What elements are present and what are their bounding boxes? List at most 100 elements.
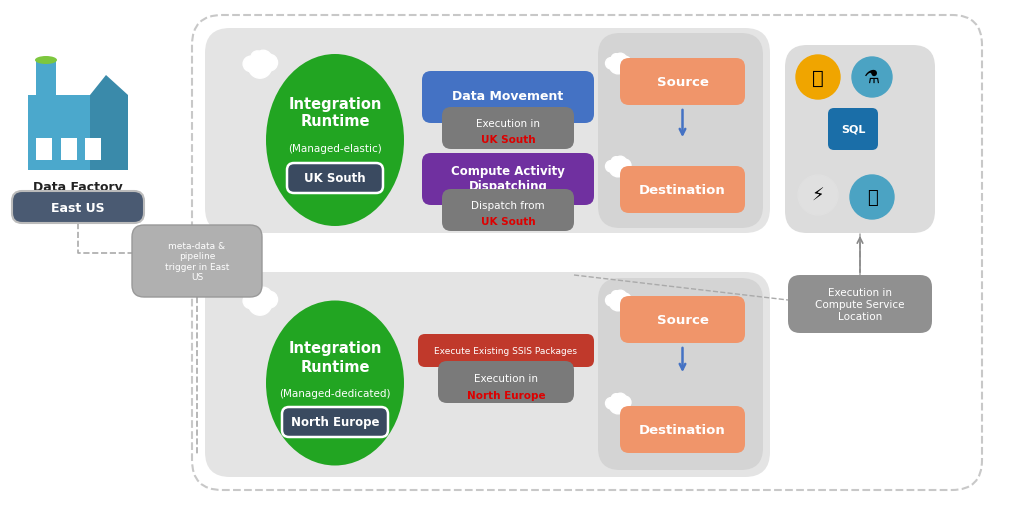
FancyBboxPatch shape — [828, 109, 878, 150]
Text: Destination: Destination — [639, 184, 726, 196]
Circle shape — [614, 54, 627, 67]
FancyBboxPatch shape — [247, 300, 273, 305]
Text: UK South: UK South — [304, 172, 366, 185]
FancyBboxPatch shape — [438, 361, 574, 403]
Circle shape — [852, 58, 892, 98]
FancyBboxPatch shape — [608, 402, 628, 407]
Text: North Europe: North Europe — [467, 390, 546, 400]
Circle shape — [614, 290, 627, 303]
FancyBboxPatch shape — [598, 278, 763, 470]
Circle shape — [243, 293, 259, 309]
Ellipse shape — [266, 301, 404, 466]
FancyBboxPatch shape — [418, 334, 594, 367]
Circle shape — [248, 292, 271, 316]
Circle shape — [255, 51, 271, 68]
Text: Source: Source — [656, 76, 709, 89]
Text: Data Movement: Data Movement — [453, 90, 563, 103]
FancyBboxPatch shape — [205, 29, 770, 233]
FancyBboxPatch shape — [12, 191, 144, 224]
FancyBboxPatch shape — [620, 59, 745, 106]
Circle shape — [243, 57, 259, 73]
FancyBboxPatch shape — [282, 407, 388, 437]
Text: Execute Existing SSIS Packages: Execute Existing SSIS Packages — [434, 346, 578, 356]
FancyBboxPatch shape — [36, 61, 56, 99]
FancyBboxPatch shape — [608, 300, 628, 304]
Circle shape — [611, 158, 621, 167]
Circle shape — [251, 288, 264, 301]
FancyBboxPatch shape — [442, 108, 574, 149]
FancyBboxPatch shape — [785, 46, 935, 233]
Text: (Managed-dedicated): (Managed-dedicated) — [280, 388, 391, 398]
Circle shape — [605, 398, 617, 409]
Circle shape — [609, 397, 627, 414]
Circle shape — [850, 176, 894, 220]
Circle shape — [618, 160, 631, 172]
Circle shape — [255, 288, 271, 305]
Circle shape — [614, 393, 627, 406]
Circle shape — [609, 58, 627, 75]
Text: ⚗: ⚗ — [864, 69, 880, 87]
Circle shape — [618, 57, 631, 69]
FancyBboxPatch shape — [28, 96, 128, 171]
FancyBboxPatch shape — [788, 275, 932, 333]
Text: 🐘: 🐘 — [812, 68, 824, 87]
FancyBboxPatch shape — [608, 63, 628, 67]
Text: Source: Source — [656, 314, 709, 326]
Circle shape — [248, 56, 271, 79]
Circle shape — [614, 157, 627, 169]
Text: Data Factory: Data Factory — [33, 181, 123, 193]
Circle shape — [605, 59, 617, 70]
Text: UK South: UK South — [480, 135, 536, 145]
FancyBboxPatch shape — [422, 72, 594, 124]
Circle shape — [796, 56, 840, 100]
Text: (Managed-elastic): (Managed-elastic) — [288, 144, 382, 154]
FancyBboxPatch shape — [90, 96, 128, 171]
Text: Dispatch from: Dispatch from — [471, 200, 545, 211]
Circle shape — [609, 160, 627, 177]
Text: Integration
Runtime: Integration Runtime — [289, 96, 382, 129]
FancyBboxPatch shape — [620, 167, 745, 214]
FancyBboxPatch shape — [85, 139, 101, 161]
Circle shape — [261, 55, 278, 72]
Text: UK South: UK South — [480, 217, 536, 227]
Text: Execution in: Execution in — [474, 373, 538, 383]
Text: Integration
Runtime: Integration Runtime — [289, 341, 382, 374]
FancyBboxPatch shape — [193, 16, 982, 490]
Circle shape — [618, 396, 631, 409]
Text: Destination: Destination — [639, 423, 726, 436]
Text: Execution in
Compute Service
Location: Execution in Compute Service Location — [815, 287, 905, 322]
FancyBboxPatch shape — [287, 164, 383, 193]
Circle shape — [605, 161, 617, 173]
Circle shape — [618, 293, 631, 306]
Circle shape — [251, 52, 264, 65]
FancyBboxPatch shape — [620, 406, 745, 453]
FancyBboxPatch shape — [422, 154, 594, 206]
Text: East US: East US — [51, 201, 104, 214]
FancyBboxPatch shape — [620, 296, 745, 343]
Circle shape — [605, 295, 617, 307]
FancyBboxPatch shape — [36, 139, 52, 161]
Text: Compute Activity
Dispatching: Compute Activity Dispatching — [451, 165, 565, 192]
FancyBboxPatch shape — [132, 226, 262, 297]
Text: ⚡: ⚡ — [812, 187, 824, 205]
Circle shape — [609, 294, 627, 311]
Circle shape — [261, 291, 278, 309]
FancyBboxPatch shape — [442, 189, 574, 231]
Ellipse shape — [266, 55, 404, 227]
FancyBboxPatch shape — [598, 34, 763, 229]
Text: North Europe: North Europe — [291, 416, 379, 429]
Text: Execution in: Execution in — [476, 119, 540, 129]
Text: meta-data &
pipeline
trigger in East
US: meta-data & pipeline trigger in East US — [165, 241, 229, 282]
Text: SQL: SQL — [841, 125, 865, 135]
Circle shape — [611, 291, 621, 300]
Circle shape — [611, 394, 621, 403]
FancyBboxPatch shape — [608, 166, 628, 170]
Ellipse shape — [35, 57, 57, 65]
FancyBboxPatch shape — [205, 273, 770, 477]
FancyBboxPatch shape — [247, 64, 273, 69]
Polygon shape — [90, 76, 128, 96]
Circle shape — [798, 176, 838, 216]
FancyBboxPatch shape — [61, 139, 77, 161]
Circle shape — [611, 55, 621, 64]
Text: 🗄: 🗄 — [866, 189, 878, 207]
